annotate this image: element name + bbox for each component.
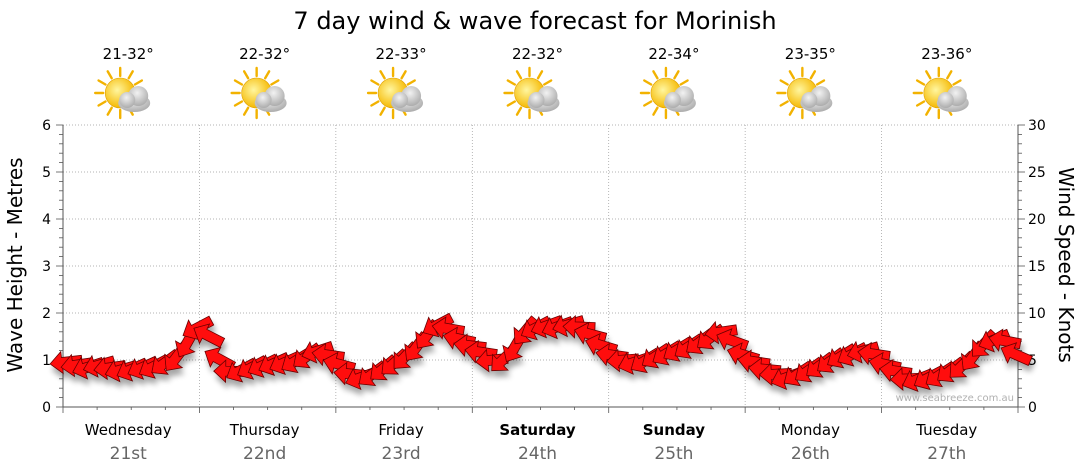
left-axis-label: Wave Height - Metres (3, 157, 27, 372)
day-date: 21st (110, 444, 147, 464)
left-tick-label: 1 (42, 353, 51, 369)
wind-arrow (1000, 342, 1033, 367)
right-tick-label: 20 (1028, 212, 1046, 228)
day-date: 24th (518, 444, 557, 464)
left-tick-label: 2 (42, 306, 51, 322)
day-date: 23rd (382, 444, 421, 464)
day-name: Thursday (229, 421, 300, 439)
wind-arrow (704, 320, 738, 345)
right-axis-label: Wind Speed - Knots (1054, 167, 1078, 363)
day-date: 25th (654, 444, 693, 464)
right-axis-ticks: 0 5 10 15 20 25 30 (1028, 118, 1046, 416)
temperature-row: 21-32° 22-32° 22-33° 22-32° 22-34° 23-35° 23-3… (103, 45, 973, 63)
left-tick-label: 0 (42, 400, 51, 416)
left-tick-label: 6 (42, 118, 51, 134)
day-temperature: 21-32° (103, 45, 154, 63)
day-name: Friday (378, 421, 424, 439)
wind-arrow (204, 346, 237, 372)
left-tick-label: 3 (42, 259, 51, 275)
day-temperature: 23-35° (785, 45, 836, 63)
partly-cloudy-icon (639, 66, 696, 120)
day-name: Tuesday (915, 421, 977, 439)
left-axis-ticks: 0 1 2 3 4 5 6 (42, 118, 51, 416)
right-tick-label: 30 (1028, 118, 1046, 134)
day-name: Saturday (499, 421, 576, 439)
day-temperature: 22-32° (512, 45, 563, 63)
partly-cloudy-icon (366, 66, 424, 120)
right-tick-label: 25 (1028, 165, 1046, 181)
partly-cloudy-icon (94, 66, 151, 120)
partly-cloudy-icon (776, 66, 833, 120)
day-date: 22nd (243, 444, 286, 464)
left-tick-label: 4 (42, 212, 51, 228)
right-tick-label: 5 (1028, 353, 1037, 369)
day-date: 26th (791, 444, 830, 464)
watermark: www.seabreeze.com.au (896, 393, 1014, 404)
partly-cloudy-icon (503, 66, 560, 120)
partly-cloudy-icon (230, 66, 287, 120)
chart-title: 7 day wind & wave forecast for Morinish (293, 7, 776, 35)
day-date: 27th (927, 444, 966, 464)
weather-icons-row (94, 66, 969, 120)
right-tick-label: 15 (1028, 259, 1046, 275)
day-name: Sunday (643, 421, 706, 439)
wind-arrow (562, 314, 596, 339)
wind-arrows-series (49, 312, 1033, 392)
day-temperature: 22-33° (376, 45, 427, 63)
day-temperature: 22-32° (239, 45, 290, 63)
day-labels: Wednesday 21st Thursday 22nd Friday 23rd Satur… (85, 421, 978, 464)
partly-cloudy-icon (912, 66, 969, 120)
day-temperature: 23-36° (921, 45, 972, 63)
right-tick-label: 10 (1028, 306, 1046, 322)
day-name: Wednesday (85, 421, 172, 439)
left-tick-label: 5 (42, 165, 51, 181)
day-name: Monday (781, 421, 840, 439)
day-temperature: 22-34° (648, 45, 699, 63)
right-tick-label: 0 (1028, 400, 1037, 416)
wind-arrow (193, 323, 226, 348)
